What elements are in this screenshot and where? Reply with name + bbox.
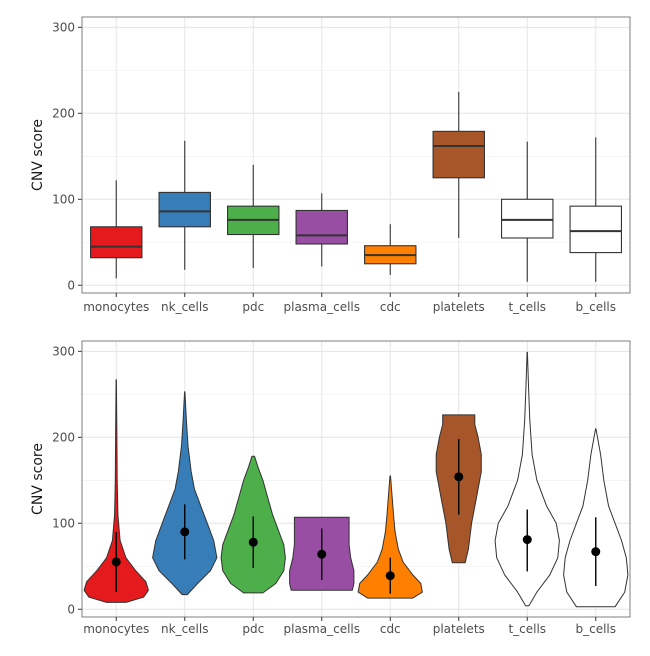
violin-monocytes-shape [83,379,149,603]
violin-x-tick-label-platelets: platelets [433,622,485,636]
violin-plot-panel: 0 100 200 300 monocytes nk_cells pdc plasma_cel… [30,340,631,636]
violin-nk_cells [152,391,218,596]
violin-pdc [220,455,286,594]
violin-plasma_cells-mean-point [317,549,327,559]
violin-cdc-shape [357,475,423,599]
box-t_cells [501,141,554,282]
boxplot-panel: 0 100 200 300 monocytes nk_cells pdc plasma_cel… [30,16,631,314]
violin-cdc [357,475,423,599]
violin-cdc-mean-point [385,571,395,581]
box-t_cells-iqr-box [501,198,554,239]
violin-b_cells [563,428,629,608]
violin-y-tick-label: 100 [52,516,75,530]
violin-t_cells-shape [494,351,560,607]
box-y-tick-label: 300 [52,20,75,34]
box-platelets [432,91,485,238]
box-frame [81,16,631,294]
box-plasma_cells [295,193,348,267]
violin-t_cells-mean-point [522,535,532,545]
box-plasma_cells-iqr-box [295,209,348,245]
box-nk_cells-iqr-box [158,191,211,228]
violin-platelets [435,414,482,564]
box-platelets-iqr-box [432,130,485,179]
box-monocytes [90,180,143,279]
violin-nk_cells-shape [152,391,218,596]
box-x-tick-label-t_cells: t_cells [508,300,546,314]
violin-x-tick-label-cdc: cdc [380,622,401,636]
box-y-axis-label: CNV score [30,119,46,191]
violin-t_cells [494,351,560,607]
box-monocytes-iqr-box [90,226,143,259]
box-x-tick-label-cdc: cdc [380,300,401,314]
violin-x-tick-label-plasma_cells: plasma_cells [284,622,361,636]
violin-plasma_cells [289,516,355,591]
violin-frame [81,340,631,618]
box-y-tick-label: 100 [52,192,75,206]
box-x-tick-label-b_cells: b_cells [575,300,616,314]
violin-x-tick-label-nk_cells: nk_cells [161,622,208,636]
violin-platelets-mean-point [454,472,464,482]
box-x-tick-label-monocytes: monocytes [83,300,149,314]
violin-x-tick-label-t_cells: t_cells [508,622,546,636]
violin-pdc-mean-point [248,537,258,547]
box-x-tick-label-platelets: platelets [433,300,485,314]
box-b_cells [569,137,622,282]
violin-y-tick-label: 300 [52,344,75,358]
violin-x-tick-label-pdc: pdc [242,622,264,636]
violin-y-axis-label: CNV score [30,443,46,515]
violin-nk_cells-mean-point [180,527,190,537]
violin-monocytes-mean-point [111,557,121,567]
violin-y-tick-label: 0 [67,602,75,616]
box-y-tick-label: 200 [52,106,75,120]
violin-y-tick-label: 200 [52,430,75,444]
box-b_cells-iqr-box [569,205,622,254]
box-nk_cells [158,140,211,270]
box-cdc [364,224,417,275]
violin-b_cells-mean-point [591,547,601,557]
violin-x-tick-label-b_cells: b_cells [575,622,616,636]
violin-x-tick-label-monocytes: monocytes [83,622,149,636]
box-x-tick-label-nk_cells: nk_cells [161,300,208,314]
box-x-tick-label-plasma_cells: plasma_cells [284,300,361,314]
box-pdc [227,164,280,269]
violin-monocytes [83,379,149,603]
box-y-tick-label: 0 [67,278,75,292]
box-x-tick-label-pdc: pdc [242,300,264,314]
